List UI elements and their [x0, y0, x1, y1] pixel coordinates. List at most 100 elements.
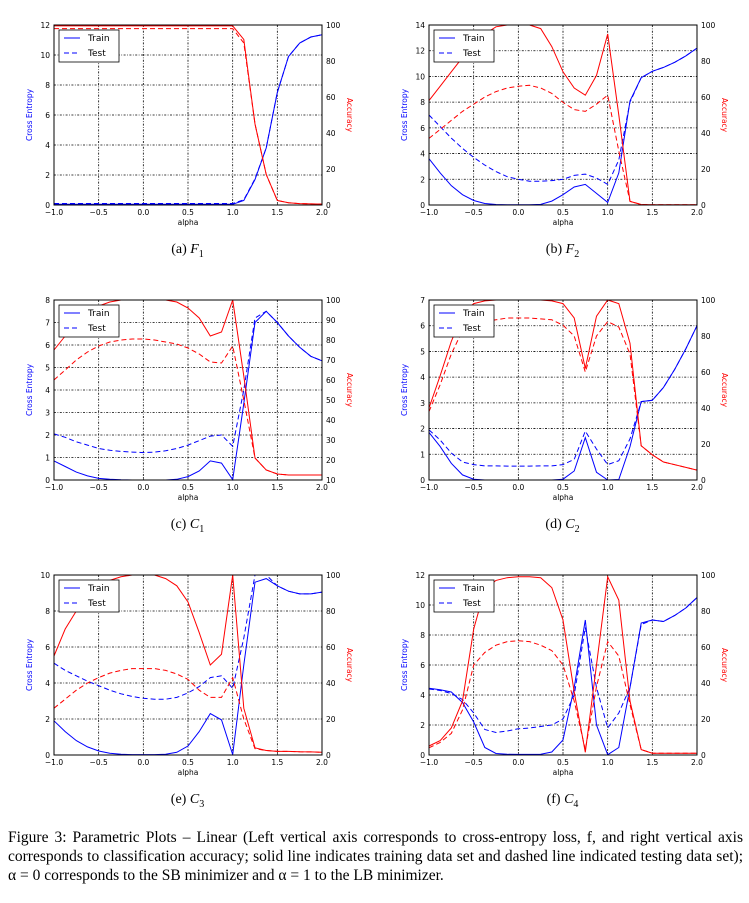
x-axis-label: alpha — [553, 218, 574, 227]
x-tick-label: 2.0 — [691, 483, 703, 492]
x-tick-label: −0.5 — [465, 758, 483, 767]
legend-train-label: Train — [462, 309, 485, 319]
subplot-caption-label: (b) — [545, 242, 566, 257]
x-tick-label: 0.0 — [137, 758, 149, 767]
x-tick-label: 0.0 — [137, 208, 149, 217]
y-tick-label: 5 — [420, 347, 425, 356]
subplot-caption: (e) C3 — [0, 792, 375, 810]
y2-axis-label: Accuracy — [720, 648, 729, 683]
subplot-caption: (b) F2 — [375, 242, 749, 260]
y-tick-label: 10 — [415, 601, 425, 610]
x-tick-label: 0.5 — [557, 208, 569, 217]
y2-tick-label: 20 — [326, 715, 336, 724]
y-tick-label: 4 — [420, 150, 425, 159]
subplot-e: −1.0 −0.5 0.0 0.5 1.0 1.5 2.0 0 2 4 6 8 10 0 20 40 60 80 1… — [0, 550, 375, 825]
y2-tick-label: 60 — [701, 93, 711, 102]
y2-tick-label: 100 — [701, 571, 716, 580]
subplot-caption-symbol: C — [189, 792, 200, 807]
x-tick-label: 2.0 — [316, 758, 328, 767]
x-tick-label: −1.0 — [420, 208, 438, 217]
subplot-caption: (f) C4 — [375, 792, 749, 810]
y2-tick-label: 90 — [326, 316, 336, 325]
y-tick-label: 8 — [45, 81, 50, 90]
x-tick-label: −1.0 — [420, 758, 438, 767]
y-tick-label: 0 — [420, 751, 425, 760]
y2-tick-label: 40 — [701, 129, 711, 138]
x-tick-label: 1.5 — [271, 483, 283, 492]
y-axis-label: Cross Entropy — [400, 363, 409, 416]
chart-svg: −1.0 −0.5 0.0 0.5 1.0 1.5 2.002468101214020406… — [400, 21, 729, 227]
y2-tick-label: 100 — [326, 571, 341, 580]
y-tick-label: 2 — [45, 715, 50, 724]
legend-box — [58, 29, 120, 63]
legend: Train Test — [58, 579, 120, 613]
chart-svg: −1.0 −0.5 0.0 0.5 1.0 1.5 2.0 0 1 2 3 4 5 6 7 8 10 20 30 40… — [25, 296, 354, 502]
x-tick-label: 1.0 — [602, 483, 614, 492]
subplot-caption-subscript: 2 — [574, 248, 580, 260]
series-test-accuracy — [53, 668, 323, 753]
series-test-accuracy — [54, 28, 323, 205]
y2-tick-label: 20 — [701, 440, 711, 449]
x-tick-label: 0.5 — [557, 758, 569, 767]
x-tick-label: 1.0 — [227, 483, 239, 492]
legend-train-label: Train — [87, 34, 110, 44]
y-tick-label: 4 — [45, 679, 50, 688]
y2-tick-label: 80 — [701, 332, 711, 341]
y-tick-label: 8 — [420, 631, 425, 640]
y2-tick-label: 60 — [326, 376, 336, 385]
y2-tick-label: 60 — [326, 643, 336, 652]
x-tick-label: 0.5 — [182, 483, 194, 492]
legend: Train Test — [433, 29, 495, 63]
subplot-caption-subscript: 3 — [199, 798, 205, 810]
subplot-caption-subscript: 1 — [198, 248, 204, 260]
legend: Train Test — [433, 579, 495, 613]
x-tick-label: 1.5 — [646, 483, 658, 492]
y-tick-label: 6 — [45, 341, 50, 350]
y-axis-label: Cross Entropy — [400, 638, 409, 691]
y2-tick-label: 20 — [326, 456, 336, 465]
legend-train-label: Train — [87, 309, 110, 319]
series-test-accuracy — [428, 640, 697, 754]
x-tick-label: −1.0 — [45, 758, 63, 767]
y-tick-label: 2 — [45, 431, 50, 440]
x-axis-label: alpha — [178, 768, 199, 777]
y-tick-label: 6 — [420, 124, 425, 133]
x-tick-label: 0.5 — [557, 483, 569, 492]
legend-box — [58, 304, 120, 338]
y2-axis-label: Accuracy — [720, 98, 729, 133]
y-axis-label: Cross Entropy — [25, 363, 34, 416]
y-tick-label: 7 — [45, 319, 50, 328]
plot-frame — [428, 24, 698, 206]
legend-test-label: Test — [87, 49, 106, 59]
plot-frame — [428, 299, 698, 481]
legend-test-label: Test — [462, 49, 481, 59]
y-tick-label: 10 — [40, 51, 50, 60]
y-tick-label: 5 — [45, 364, 50, 373]
y-tick-label: 10 — [415, 72, 425, 81]
y-tick-label: 2 — [420, 425, 425, 434]
y-tick-label: 12 — [415, 571, 425, 580]
y-tick-label: 6 — [45, 643, 50, 652]
y2-axis-label: Accuracy — [345, 98, 354, 133]
x-tick-label: −0.5 — [90, 758, 108, 767]
legend-box — [433, 29, 495, 63]
y-tick-label: 4 — [420, 373, 425, 382]
subplot-caption-symbol: C — [189, 517, 200, 532]
y2-tick-label: 60 — [326, 93, 336, 102]
subplot-caption: (d) C2 — [375, 517, 749, 535]
subplot-d: −1.0 −0.5 0.0 0.5 1.0 1.5 2.0 0 1 2 3 4 5 6 7 0 20 40 60 80… — [375, 275, 749, 550]
y-tick-label: 2 — [420, 175, 425, 184]
legend-box — [433, 579, 495, 613]
x-tick-label: 0.0 — [137, 483, 149, 492]
y-tick-label: 12 — [415, 47, 425, 56]
y-tick-label: 0 — [420, 201, 425, 210]
y-tick-label: 3 — [420, 399, 425, 408]
series-train-cross-entropy — [54, 34, 323, 205]
x-axis-label: alpha — [553, 768, 574, 777]
subplot-a: −1.0 −0.5 0.0 0.5 1.0 1.5 2.0 0 2 4 6 8 10 12 0 20 40 60 8… — [0, 0, 375, 275]
y-axis-label: Cross Entropy — [400, 88, 409, 141]
legend-test-label: Test — [462, 324, 481, 334]
series-test-cross-entropy — [428, 597, 698, 734]
y-tick-label: 4 — [420, 691, 425, 700]
subplot-c: −1.0 −0.5 0.0 0.5 1.0 1.5 2.0 0 1 2 3 4 5 6 7 8 10 20 30 40… — [0, 275, 375, 550]
